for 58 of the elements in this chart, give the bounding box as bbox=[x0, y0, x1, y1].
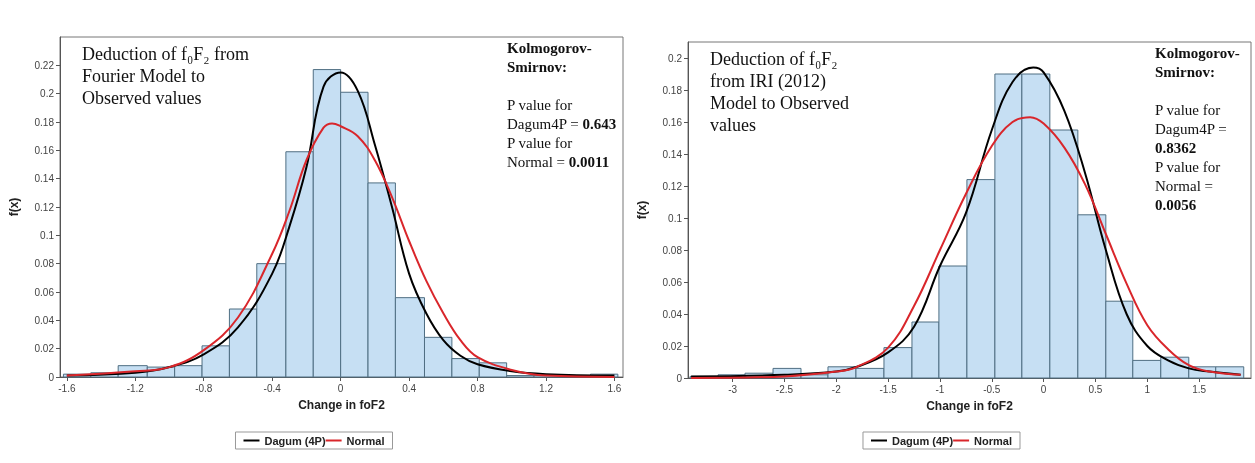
y-tick-label: 0.02 bbox=[34, 343, 55, 355]
y-tick-label: 0.12 bbox=[34, 201, 55, 213]
y-tick-label: 0.22 bbox=[34, 59, 55, 71]
y-tick-label: 0.06 bbox=[662, 276, 683, 288]
annotation: Kolmogorov-Smirnov: bbox=[1155, 44, 1241, 82]
annotation: Deduction of f₀F₂ from Fourier Model to Observed values bbox=[82, 43, 251, 109]
x-tick-label: -2 bbox=[831, 383, 842, 395]
legend-label: Normal bbox=[974, 434, 1013, 447]
annotation: P value for Dagum4P = 0.643 bbox=[507, 96, 618, 134]
x-tick-label: -1.2 bbox=[126, 382, 145, 394]
x-tick-label: 0.4 bbox=[402, 382, 417, 394]
y-tick-label: 0.04 bbox=[34, 314, 55, 326]
y-tick-label: 0.08 bbox=[662, 244, 683, 256]
legend-label: Dagum (4P) bbox=[264, 434, 326, 447]
y-axis-title: f(x) bbox=[635, 200, 649, 220]
annotation: Kolmogorov-Smirnov: bbox=[507, 39, 593, 77]
annotation: P value for Normal = 0.0056 bbox=[1155, 158, 1222, 215]
x-tick-label: -2.5 bbox=[775, 383, 794, 395]
x-tick-label: 0.8 bbox=[470, 382, 485, 394]
x-tick-label: 1.2 bbox=[539, 382, 554, 394]
x-axis-title: Change in foF2 bbox=[298, 398, 386, 412]
legend-label: Dagum (4P) bbox=[891, 434, 954, 447]
x-tick-label: 0 bbox=[337, 382, 344, 394]
y-tick-label: 0.14 bbox=[662, 148, 683, 160]
y-tick-label: 0.1 bbox=[668, 212, 683, 224]
x-tick-label: -1.5 bbox=[879, 383, 898, 395]
x-axis-title: Change in foF2 bbox=[926, 399, 1014, 413]
x-tick-label: -1 bbox=[935, 383, 945, 395]
y-tick-label: 0.06 bbox=[34, 286, 55, 298]
y-tick-label: 0.02 bbox=[662, 340, 683, 352]
x-tick-label: 1.6 bbox=[607, 382, 622, 394]
y-tick-label: 0.1 bbox=[40, 229, 55, 241]
x-tick-label: -1.6 bbox=[58, 382, 76, 394]
y-tick-label: 0.18 bbox=[662, 84, 683, 96]
x-tick-label: -0.4 bbox=[263, 382, 282, 394]
y-tick-label: 0.14 bbox=[34, 173, 55, 185]
x-tick-label: -0.8 bbox=[195, 382, 213, 394]
x-tick-label: -3 bbox=[728, 383, 738, 395]
y-axis-title: f(x) bbox=[7, 197, 21, 217]
x-tick-label: 0.5 bbox=[1088, 383, 1103, 395]
y-tick-label: 0.08 bbox=[34, 258, 55, 270]
y-tick-label: 0.18 bbox=[34, 116, 55, 128]
x-tick-label: 1.5 bbox=[1192, 383, 1207, 395]
annotation: Deduction of f₀F₂ from IRI (2012) Model to Observed values bbox=[710, 48, 850, 136]
y-tick-label: 0.2 bbox=[668, 52, 683, 64]
y-tick-label: 0.16 bbox=[34, 144, 55, 156]
x-tick-label: 1 bbox=[1144, 383, 1151, 395]
x-tick-label: 0 bbox=[1040, 383, 1047, 395]
y-tick-label: 0.04 bbox=[662, 308, 683, 320]
annotation: P value for Normal = 0.0011 bbox=[507, 134, 611, 172]
y-tick-label: 0.2 bbox=[40, 88, 55, 100]
y-tick-label: 0.12 bbox=[662, 180, 683, 192]
annotation: P value for Dagum4P = 0.8362 bbox=[1155, 101, 1228, 158]
y-tick-label: 0 bbox=[48, 371, 55, 383]
legend-label: Normal bbox=[346, 434, 385, 447]
x-tick-label: -0.5 bbox=[983, 383, 1001, 395]
y-tick-label: 0.16 bbox=[662, 116, 683, 128]
y-tick-label: 0 bbox=[676, 372, 683, 384]
